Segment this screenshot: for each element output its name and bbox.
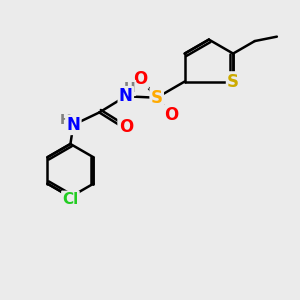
Text: N: N: [66, 116, 80, 134]
Text: O: O: [164, 106, 178, 124]
Text: S: S: [151, 89, 163, 107]
Text: H: H: [124, 81, 135, 95]
Text: O: O: [134, 70, 148, 88]
Text: S: S: [227, 73, 239, 91]
Text: Cl: Cl: [62, 192, 79, 207]
Text: N: N: [119, 87, 133, 105]
Text: O: O: [119, 118, 133, 136]
Text: H: H: [59, 112, 71, 127]
